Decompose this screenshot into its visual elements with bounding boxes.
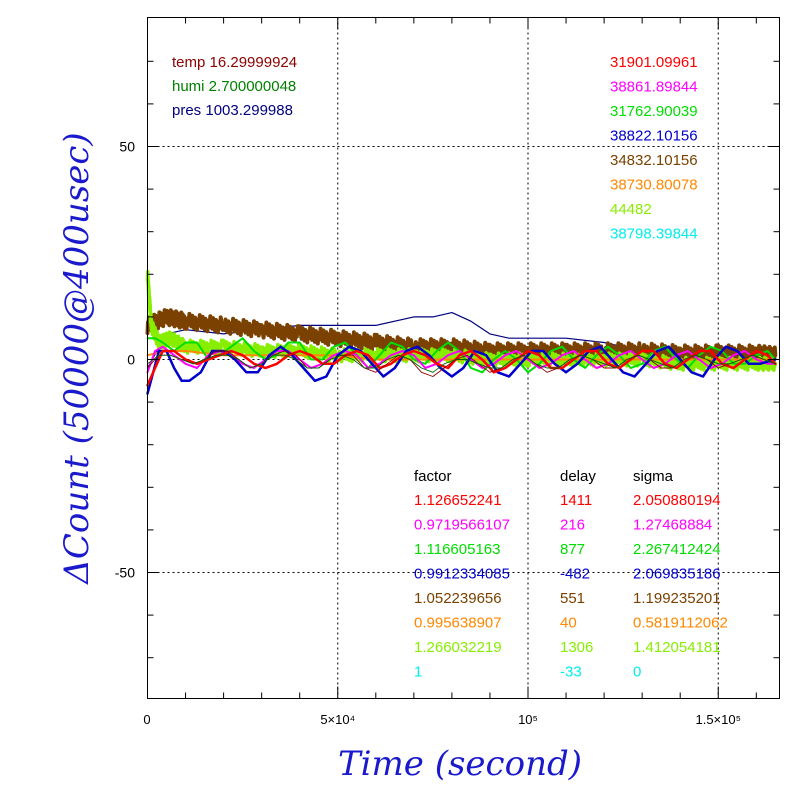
mean-label: 38798.39844 <box>610 226 698 243</box>
series-line <box>147 354 776 373</box>
mean-label: 31762.90039 <box>610 103 698 120</box>
x-tick-label: 0 <box>143 712 150 727</box>
table-header: delay <box>560 468 596 485</box>
env-label: temp 16.29999924 <box>172 54 297 71</box>
delay-cell: 551 <box>560 590 585 607</box>
sigma-cell: 1.412054181 <box>633 639 721 656</box>
delay-cell: 216 <box>560 517 585 534</box>
x-tick-label: 5×10⁴ <box>320 712 355 727</box>
delay-cell: 1411 <box>560 492 592 509</box>
mean-label: 38730.80078 <box>610 177 698 194</box>
factor-cell: 0.995638907 <box>414 615 502 632</box>
mean-label: 31901.09961 <box>610 54 698 71</box>
y-tick-label: 50 <box>119 139 135 155</box>
sigma-cell: 1.199235201 <box>633 590 721 607</box>
sigma-cell: 1.27468884 <box>633 517 712 534</box>
delay-cell: -33 <box>560 664 582 681</box>
sigma-cell: 0 <box>633 664 641 681</box>
factor-cell: 1.266032219 <box>414 639 502 656</box>
series-line <box>145 308 778 365</box>
factor-cell: 1.116605163 <box>414 541 500 558</box>
x-tick-label: 10⁵ <box>518 712 538 727</box>
mean-label: 34832.10156 <box>610 152 698 169</box>
axis-ticks <box>147 17 780 699</box>
factor-cell: 0.9719566107 <box>414 517 510 534</box>
table-header: factor <box>414 468 452 485</box>
delay-cell: -482 <box>560 566 590 583</box>
x-tick-label: 1.5×10⁵ <box>695 712 741 727</box>
tick-labels: 0 5×10⁴ 10⁵ 1.5×10⁵ 50 0 -50 <box>115 139 741 728</box>
mean-label: 38822.10156 <box>610 128 698 145</box>
series-line <box>146 345 777 395</box>
y-tick-label: 0 <box>127 352 135 368</box>
series-layer <box>145 269 778 395</box>
series-line <box>146 349 777 387</box>
sigma-cell: 0.5819112062 <box>633 615 728 632</box>
delay-cell: 877 <box>560 541 585 558</box>
mean-label: 38861.89844 <box>610 79 698 96</box>
y-axis-title: ΔCount (50000@400usec) <box>57 132 97 585</box>
plot-frame <box>147 17 780 699</box>
factor-cell: 1 <box>414 664 422 681</box>
sigma-cell: 2.050880194 <box>633 492 721 509</box>
sigma-cell: 2.267412424 <box>633 541 721 558</box>
table-header: sigma <box>633 468 674 485</box>
delay-cell: 40 <box>560 615 577 632</box>
delay-cell: 1306 <box>560 639 593 656</box>
factor-cell: 1.052239656 <box>414 590 502 607</box>
mean-label: 44482 <box>610 201 652 218</box>
annotations: temp 16.29999924 humi 2.700000048 pres 100… <box>172 54 728 681</box>
factor-cell: 1.126652241 <box>414 492 502 509</box>
env-label: humi 2.700000048 <box>172 78 296 95</box>
env-label: pres 1003.299988 <box>172 102 293 119</box>
x-axis-title: Time (second) <box>338 744 582 784</box>
sigma-cell: 2.069835186 <box>633 566 721 583</box>
y-tick-label: -50 <box>115 565 135 581</box>
factor-cell: 0.9912334085 <box>414 566 510 583</box>
